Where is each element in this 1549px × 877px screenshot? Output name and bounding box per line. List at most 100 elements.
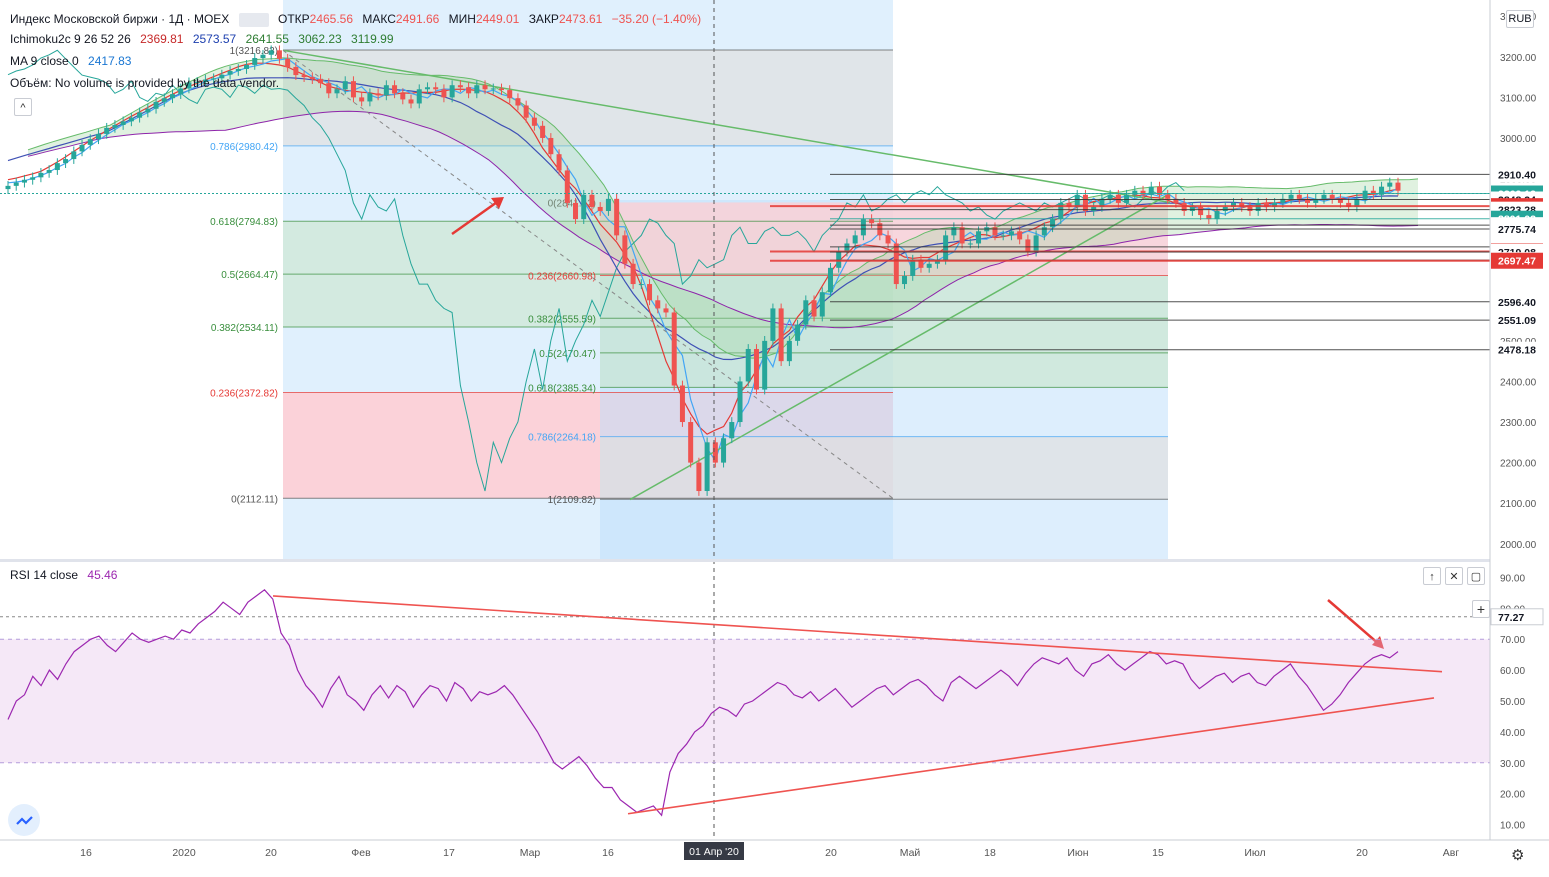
change-value: −35.20 (−1.40%) — [611, 12, 702, 26]
ma-legend[interactable]: MA 9 close 0 2417.83 — [10, 52, 137, 70]
candle-body — [556, 154, 562, 171]
candle-body — [1099, 198, 1105, 207]
y-tick-label: 2400.00 — [1500, 377, 1537, 388]
candle — [449, 80, 455, 103]
x-crosshair-badge: 01 Апр '20 — [684, 842, 744, 860]
candle-body — [490, 88, 496, 90]
candle-body — [688, 422, 694, 463]
ichimoku-label: Ichimoku2c 9 26 52 26 — [10, 32, 131, 46]
candle — [416, 84, 422, 109]
candle — [153, 96, 159, 114]
ichimoku-span-b — [27, 110, 1419, 329]
candle — [1362, 185, 1368, 204]
candle-body — [753, 348, 759, 390]
candle-body — [128, 117, 134, 122]
candle-body — [120, 121, 126, 125]
candle — [1214, 206, 1220, 224]
candle — [688, 417, 694, 468]
candle — [268, 45, 274, 60]
pane-close-button[interactable]: ✕ — [1445, 567, 1463, 585]
candle — [803, 295, 809, 330]
x-tick-label: 20 — [1356, 847, 1368, 859]
ichimoku-legend[interactable]: Ichimoku2c 9 26 52 26 2369.81 2573.57 26… — [10, 30, 400, 48]
y-tick-label: 3100.00 — [1500, 93, 1537, 104]
pane-up-button[interactable]: ↑ — [1423, 567, 1441, 585]
candle — [490, 83, 496, 95]
fib-label-left: 0.236(2372.82) — [210, 388, 278, 399]
settings-gear-icon[interactable]: ⚙ — [1511, 847, 1525, 864]
candle-body — [276, 50, 282, 59]
candle — [169, 89, 175, 104]
candle — [918, 254, 924, 273]
candle — [318, 74, 324, 89]
candle-body — [918, 259, 924, 268]
candle-body — [79, 144, 85, 152]
candle-body — [186, 82, 192, 89]
candle-body — [663, 308, 669, 313]
candle-body — [1066, 202, 1072, 207]
ichimoku-cloud — [28, 57, 1418, 359]
candle-body — [1132, 190, 1138, 195]
candle-body — [548, 137, 554, 155]
rsi-legend[interactable]: RSI 14 close 45.46 — [10, 566, 123, 584]
candle-body — [622, 235, 628, 264]
candle-body — [1214, 211, 1220, 220]
candle-body — [1247, 206, 1253, 212]
collapse-legend-button[interactable]: ^ — [14, 98, 32, 116]
candle — [902, 271, 908, 289]
candle — [285, 53, 291, 72]
candle-body — [597, 206, 603, 212]
candle — [46, 165, 52, 178]
candle-body — [976, 231, 982, 244]
candle — [712, 437, 718, 468]
candle-body — [30, 177, 36, 180]
candle-body — [416, 89, 422, 104]
candle-body — [285, 58, 291, 67]
candle — [1082, 189, 1088, 216]
price-marker-badge: 2910.40 — [1491, 166, 1543, 183]
candle-body — [194, 81, 200, 83]
annotation-arrowhead-2 — [1372, 636, 1384, 649]
pane-maximize-button[interactable]: ▢ — [1467, 567, 1485, 585]
candle-body — [326, 83, 332, 94]
open-label: ОТКР — [277, 12, 310, 26]
currency-badge[interactable]: RUB — [1506, 10, 1534, 28]
candle-body — [803, 300, 809, 325]
fib-zone-grey — [283, 49, 893, 146]
price-marker-badge: 2775.74 — [1491, 220, 1543, 237]
candle — [729, 417, 735, 444]
candle — [1124, 189, 1130, 208]
candle — [71, 146, 77, 164]
price-marker-label: 2775.74 — [1498, 224, 1536, 236]
candle-body — [1321, 194, 1327, 199]
fib-label-mid: 0.786(2264.18) — [528, 433, 596, 444]
candle — [227, 66, 233, 80]
fib2-zone-grey — [600, 436, 1168, 500]
candle-body — [959, 227, 965, 244]
volume-legend: Объём: No volume is provided by the data… — [10, 74, 285, 92]
candle — [260, 49, 266, 63]
price-marker-badge: 2596.40 — [1491, 293, 1543, 310]
add-alert-button[interactable]: + — [1472, 600, 1490, 618]
x-tick-label: 2020 — [172, 847, 196, 859]
candle — [408, 94, 414, 109]
fib-label-left: 0.618(2794.83) — [210, 217, 278, 228]
candle — [1091, 202, 1097, 216]
candle — [104, 122, 110, 139]
candle — [178, 83, 184, 100]
candle-body — [71, 151, 77, 160]
ichimoku-kijun-line — [7, 77, 1399, 361]
candle — [367, 88, 373, 107]
low-label: МИН — [448, 12, 476, 26]
candle-body — [359, 97, 365, 102]
candle-body — [762, 340, 768, 390]
candle-body — [910, 259, 916, 276]
candle-body — [178, 88, 184, 95]
candle — [762, 336, 768, 395]
tradingview-logo-icon[interactable] — [8, 804, 40, 836]
candle-body — [87, 139, 93, 145]
legend-toggle[interactable] — [238, 12, 269, 27]
candle-body — [737, 381, 743, 423]
candle-body — [1091, 206, 1097, 212]
